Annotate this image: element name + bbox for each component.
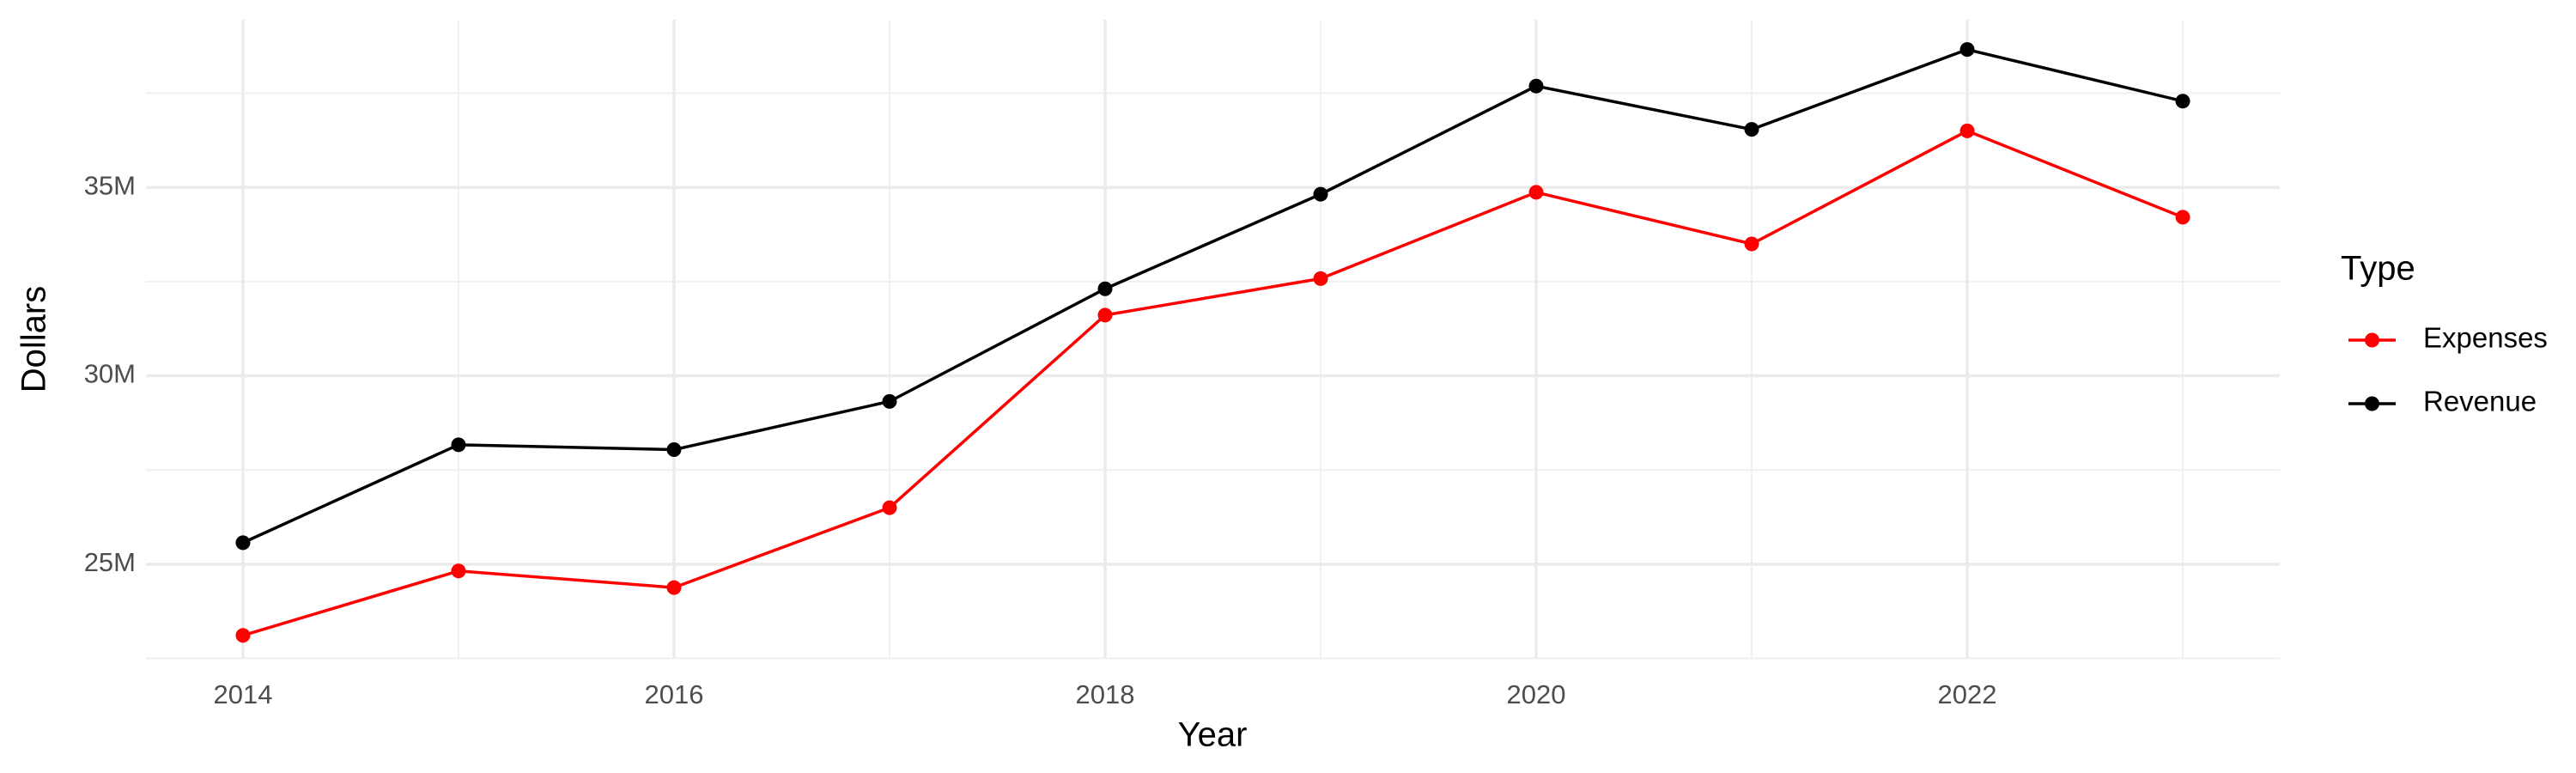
legend-title: Type [2341,250,2415,288]
data-point [1097,281,1113,296]
series-line [242,47,2184,545]
legend-text: Revenue [2423,386,2537,417]
data-point [1313,271,1328,286]
data-point [2175,210,2190,225]
data-point [1528,185,1544,200]
data-point [235,628,251,643]
x-axis-title: Year [1178,716,1248,754]
data-point [882,393,897,409]
data-point [666,580,682,595]
data-point [1313,186,1328,202]
y-tick-label: 35M [84,170,136,200]
data-point [882,500,897,515]
y-tick-label: 25M [84,547,136,577]
x-tick-label: 2018 [1076,679,1135,709]
data-point [1097,307,1113,323]
series-line [242,129,2184,637]
data-point [1744,236,1759,252]
y-axis-title: Dollars [15,286,53,393]
data-point [1959,123,1975,138]
data-point [666,442,682,458]
y-tick-label: 30M [84,359,136,389]
data-point [1744,122,1759,137]
data-point [1959,42,1975,58]
data-point [451,437,466,453]
legend-text: Expenses [2423,322,2548,354]
x-tick-label: 2022 [1938,679,1997,709]
x-tick-label: 2014 [213,679,272,709]
data-point [235,535,251,551]
x-tick-label: 2016 [644,679,703,709]
grid [146,20,2280,660]
legend-marker [2365,332,2379,348]
data-point [1528,78,1544,94]
data-point [2175,94,2190,109]
x-tick-label: 2020 [1507,679,1566,709]
data-point [451,563,466,579]
legend-marker [2365,396,2379,411]
